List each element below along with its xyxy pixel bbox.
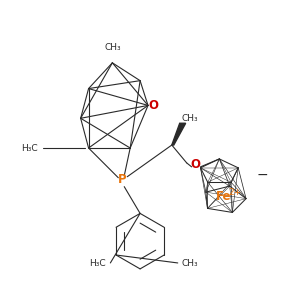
Text: O: O bbox=[148, 99, 158, 112]
Text: −: − bbox=[256, 168, 268, 182]
Text: O: O bbox=[190, 158, 201, 171]
Polygon shape bbox=[172, 123, 186, 145]
Text: CH₃: CH₃ bbox=[182, 114, 198, 123]
Text: P: P bbox=[118, 173, 127, 186]
Text: 2+: 2+ bbox=[229, 188, 242, 197]
Text: CH₃: CH₃ bbox=[181, 260, 198, 268]
Text: CH₃: CH₃ bbox=[104, 44, 121, 52]
Text: Fe: Fe bbox=[216, 190, 231, 203]
Text: H₃C: H₃C bbox=[89, 260, 106, 268]
Text: H₃C: H₃C bbox=[21, 143, 38, 152]
